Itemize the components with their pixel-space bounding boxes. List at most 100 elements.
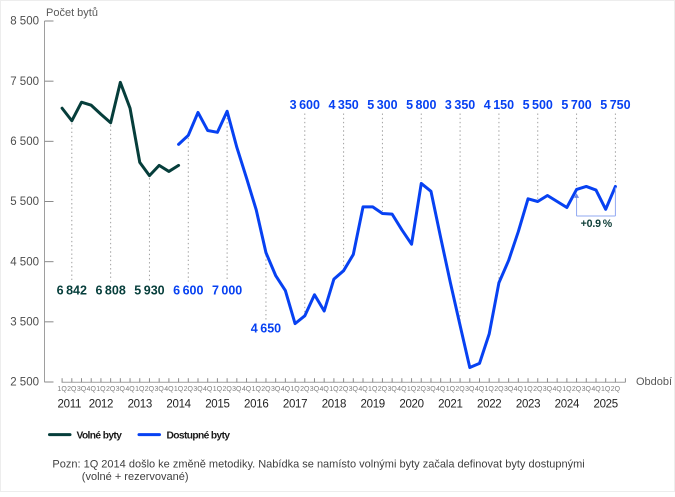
svg-text:2014: 2014 bbox=[166, 399, 191, 411]
svg-text:6 600: 6 600 bbox=[173, 284, 203, 298]
svg-text:4Q: 4Q bbox=[552, 386, 562, 393]
svg-text:4 500: 4 500 bbox=[10, 256, 39, 268]
svg-text:1Q: 1Q bbox=[213, 386, 223, 393]
svg-text:2Q: 2Q bbox=[184, 386, 194, 393]
svg-text:2Q: 2Q bbox=[145, 386, 155, 393]
svg-text:2021: 2021 bbox=[438, 399, 462, 411]
svg-text:4Q: 4Q bbox=[281, 386, 291, 393]
svg-text:5 930: 5 930 bbox=[134, 284, 164, 298]
svg-text:3Q: 3Q bbox=[387, 386, 397, 393]
svg-text:7 000: 7 000 bbox=[212, 284, 242, 298]
svg-text:1Q: 1Q bbox=[523, 386, 533, 393]
svg-text:4Q: 4Q bbox=[203, 386, 213, 393]
svg-text:2012: 2012 bbox=[89, 399, 113, 411]
svg-text:2015: 2015 bbox=[205, 399, 229, 411]
svg-text:8 500: 8 500 bbox=[10, 16, 39, 28]
svg-text:4Q: 4Q bbox=[87, 386, 97, 393]
svg-text:3Q: 3Q bbox=[582, 386, 592, 393]
svg-text:1Q: 1Q bbox=[601, 386, 611, 393]
svg-text:Volné byty: Volné byty bbox=[77, 431, 123, 442]
svg-text:4 650: 4 650 bbox=[251, 322, 281, 336]
svg-text:4Q: 4Q bbox=[125, 386, 135, 393]
svg-text:4Q: 4Q bbox=[436, 386, 446, 393]
svg-text:1Q: 1Q bbox=[446, 386, 456, 393]
svg-text:4Q: 4Q bbox=[514, 386, 524, 393]
svg-text:+0.9 %: +0.9 % bbox=[581, 218, 613, 230]
svg-text:5 750: 5 750 bbox=[600, 98, 630, 112]
svg-text:5 500: 5 500 bbox=[10, 196, 39, 208]
svg-text:1Q: 1Q bbox=[407, 386, 417, 393]
svg-text:Pozn: 1Q 2014 došlo ke změně m: Pozn: 1Q 2014 došlo ke změně metodiky. N… bbox=[52, 458, 584, 470]
svg-text:4Q: 4Q bbox=[320, 386, 330, 393]
svg-text:2023: 2023 bbox=[516, 399, 540, 411]
svg-text:1Q: 1Q bbox=[252, 386, 262, 393]
svg-text:1Q: 1Q bbox=[135, 386, 145, 393]
svg-text:2Q: 2Q bbox=[455, 386, 465, 393]
svg-text:4 350: 4 350 bbox=[328, 98, 358, 112]
svg-text:2016: 2016 bbox=[244, 399, 268, 411]
svg-text:3Q: 3Q bbox=[154, 386, 164, 393]
svg-text:1Q: 1Q bbox=[96, 386, 106, 393]
svg-text:3Q: 3Q bbox=[232, 386, 242, 393]
svg-text:2017: 2017 bbox=[283, 399, 307, 411]
svg-text:3Q: 3Q bbox=[271, 386, 281, 393]
svg-text:4Q: 4Q bbox=[164, 386, 174, 393]
svg-text:4Q: 4Q bbox=[475, 386, 485, 393]
svg-text:1Q: 1Q bbox=[485, 386, 495, 393]
svg-text:4 150: 4 150 bbox=[484, 98, 514, 112]
svg-text:3 500: 3 500 bbox=[10, 316, 39, 328]
svg-text:3Q: 3Q bbox=[543, 386, 553, 393]
svg-text:7 500: 7 500 bbox=[10, 76, 39, 88]
svg-text:1Q: 1Q bbox=[368, 386, 378, 393]
svg-text:Období: Období bbox=[636, 376, 672, 388]
svg-text:2Q: 2Q bbox=[494, 386, 504, 393]
svg-text:3Q: 3Q bbox=[465, 386, 475, 393]
svg-text:2Q: 2Q bbox=[572, 386, 582, 393]
svg-text:6 808: 6 808 bbox=[95, 284, 125, 298]
svg-text:2011: 2011 bbox=[58, 399, 82, 411]
svg-text:2025: 2025 bbox=[593, 399, 617, 411]
svg-text:3Q: 3Q bbox=[310, 386, 320, 393]
svg-text:1Q: 1Q bbox=[57, 386, 67, 393]
svg-text:3 350: 3 350 bbox=[445, 98, 475, 112]
svg-text:3Q: 3Q bbox=[349, 386, 359, 393]
svg-text:1Q: 1Q bbox=[329, 386, 339, 393]
svg-text:3 600: 3 600 bbox=[290, 98, 320, 112]
svg-text:2Q: 2Q bbox=[378, 386, 388, 393]
svg-text:3Q: 3Q bbox=[426, 386, 436, 393]
svg-text:2Q: 2Q bbox=[67, 386, 77, 393]
svg-text:3Q: 3Q bbox=[504, 386, 514, 393]
svg-text:2Q: 2Q bbox=[261, 386, 271, 393]
svg-text:3Q: 3Q bbox=[193, 386, 203, 393]
svg-text:4Q: 4Q bbox=[358, 386, 368, 393]
svg-text:2Q: 2Q bbox=[417, 386, 427, 393]
svg-text:2019: 2019 bbox=[361, 399, 385, 411]
svg-text:6 842: 6 842 bbox=[57, 284, 87, 298]
svg-text:2Q: 2Q bbox=[533, 386, 543, 393]
svg-text:Dostupné byty: Dostupné byty bbox=[167, 431, 231, 442]
svg-text:3Q: 3Q bbox=[116, 386, 126, 393]
svg-text:2022: 2022 bbox=[477, 399, 501, 411]
svg-text:Počet bytů: Počet bytů bbox=[46, 7, 98, 19]
svg-text:2013: 2013 bbox=[128, 399, 152, 411]
svg-text:2Q: 2Q bbox=[222, 386, 232, 393]
svg-text:2Q: 2Q bbox=[611, 386, 621, 393]
svg-text:2 500: 2 500 bbox=[10, 377, 39, 389]
svg-text:5 700: 5 700 bbox=[561, 98, 591, 112]
svg-text:2Q: 2Q bbox=[300, 386, 310, 393]
svg-text:4Q: 4Q bbox=[242, 386, 252, 393]
svg-text:5 800: 5 800 bbox=[406, 98, 436, 112]
svg-text:2Q: 2Q bbox=[106, 386, 116, 393]
svg-text:1Q: 1Q bbox=[174, 386, 184, 393]
svg-text:4Q: 4Q bbox=[397, 386, 407, 393]
svg-text:5 500: 5 500 bbox=[523, 98, 553, 112]
svg-text:5 300: 5 300 bbox=[367, 98, 397, 112]
svg-text:1Q: 1Q bbox=[562, 386, 572, 393]
svg-text:2018: 2018 bbox=[322, 399, 346, 411]
svg-text:2020: 2020 bbox=[399, 399, 423, 411]
svg-text:(volné + rezervované): (volné + rezervované) bbox=[82, 471, 189, 483]
svg-text:2024: 2024 bbox=[555, 399, 580, 411]
svg-text:2Q: 2Q bbox=[339, 386, 349, 393]
svg-text:3Q: 3Q bbox=[77, 386, 87, 393]
svg-text:4Q: 4Q bbox=[591, 386, 601, 393]
